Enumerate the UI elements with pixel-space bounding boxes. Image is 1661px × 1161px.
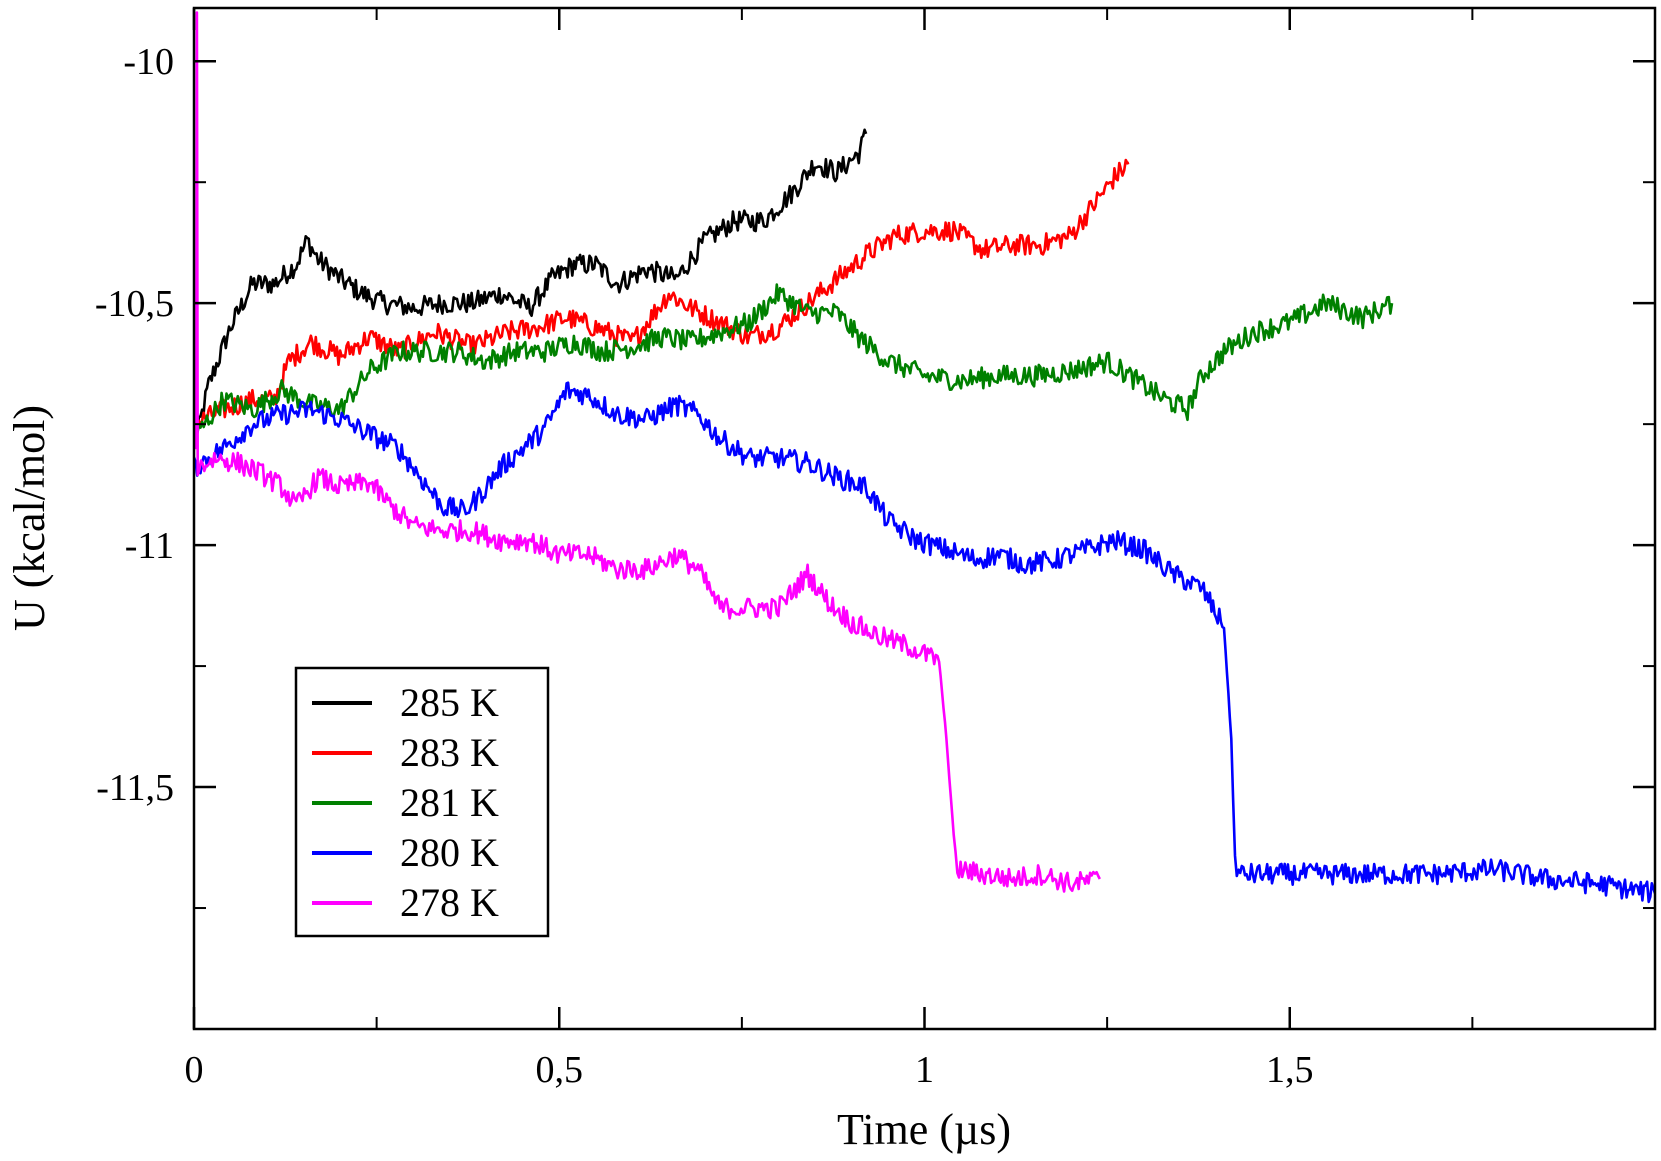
x-axis-title: Time (µs) xyxy=(837,1105,1011,1154)
legend-label-278k: 278 K xyxy=(400,880,499,925)
y-tick-label: -11 xyxy=(125,525,174,567)
x-tick-label: 1,5 xyxy=(1266,1049,1314,1091)
legend-entry-283k: 283 K xyxy=(312,730,499,775)
x-tick-label: 1 xyxy=(915,1049,934,1091)
ticks-layer: 0 0,5 1 1,5 -10 -10,5 -11 -11,5 xyxy=(95,8,1655,1091)
legend: 285 K 283 K 281 K 280 K 278 K xyxy=(294,666,550,938)
legend-entry-280k: 280 K xyxy=(312,830,499,875)
y-tick-label: -10 xyxy=(123,41,174,83)
y-tick-label: -11,5 xyxy=(96,767,174,809)
y-tick-label: -10,5 xyxy=(95,283,174,325)
legend-label-285k: 285 K xyxy=(400,680,499,725)
series-line-280k xyxy=(194,381,1655,904)
y-axis-title: U (kcal/mol) xyxy=(5,405,54,631)
series-line-285k xyxy=(194,128,868,447)
x-tick-label: 0 xyxy=(185,1049,204,1091)
series-line-278k xyxy=(194,11,1101,893)
legend-entry-285k: 285 K xyxy=(312,680,499,725)
legend-label-283k: 283 K xyxy=(400,730,499,775)
x-tick-label: 0,5 xyxy=(536,1049,584,1091)
legend-entry-281k: 281 K xyxy=(312,780,499,825)
legend-label-280k: 280 K xyxy=(400,830,499,875)
series-line-281k xyxy=(194,283,1394,442)
series-layer xyxy=(194,11,1655,904)
legend-entry-278k: 278 K xyxy=(312,880,499,925)
series-line-283k xyxy=(194,158,1130,432)
legend-label-281k: 281 K xyxy=(400,780,499,825)
